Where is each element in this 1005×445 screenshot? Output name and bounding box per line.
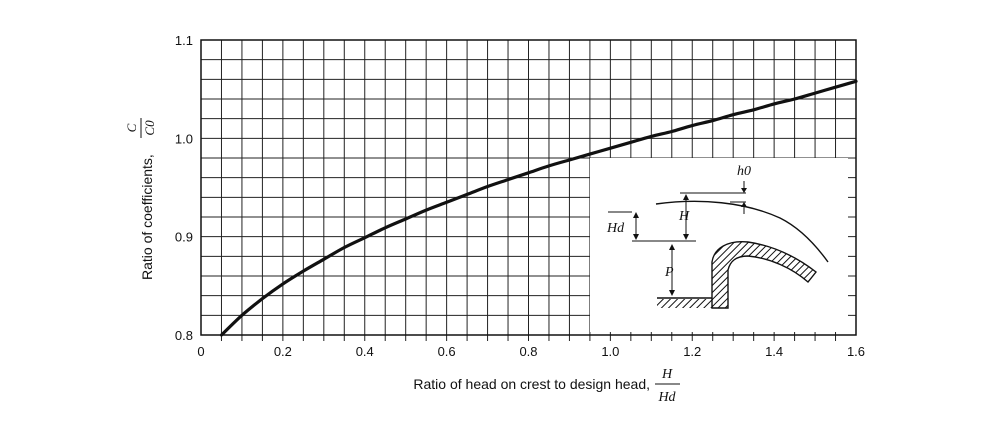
x-tick-label: 0 (197, 344, 204, 359)
h0-arrowhead-bottom (741, 202, 747, 207)
x-tick-label: 1.0 (601, 344, 619, 359)
x-tick-labels: 0 0.2 0.4 0.6 0.8 1.0 1.2 1.4 1.6 (197, 344, 865, 359)
inset-label-H: H (678, 209, 690, 224)
h0-arrowhead-top (741, 188, 747, 193)
inset-weir-diagram: h0 H Hd P (590, 158, 848, 332)
y-tick-label: 0.8 (175, 328, 193, 343)
x-axis-label: Ratio of head on crest to design head, (413, 376, 650, 392)
water-surface (655, 200, 829, 263)
y-axis-fraction-numerator: C (124, 123, 139, 132)
x-axis-fraction-denominator: Hd (657, 390, 676, 405)
y-tick-label: 1.1 (175, 33, 193, 48)
x-tick-label: 0.6 (438, 344, 456, 359)
plot-frame (200, 39, 857, 336)
x-tick-label: 1.6 (847, 344, 865, 359)
y-tick-label: 0.9 (175, 230, 193, 245)
y-tick-label: 1.0 (175, 131, 193, 146)
weir-body (711, 241, 817, 309)
x-tick-label: 0.2 (274, 344, 292, 359)
x-tick-label: 1.4 (765, 344, 783, 359)
x-axis-fraction-numerator: H (661, 367, 673, 382)
x-tick-label: 0.8 (519, 344, 537, 359)
y-axis-label-group: Ratio of coefficients, C C0 (124, 118, 157, 280)
series-line (219, 79, 858, 337)
inset-label-h0: h0 (737, 164, 751, 179)
floor-hatching (657, 299, 713, 308)
inset-label-P: P (664, 265, 674, 280)
x-tick-label: 1.2 (683, 344, 701, 359)
inset-label-Hd: Hd (606, 221, 625, 236)
x-tick-label: 0.4 (356, 344, 374, 359)
y-tick-labels: 0.8 0.9 1.0 1.1 (175, 33, 193, 343)
p-arrowheads (669, 244, 675, 296)
y-axis-fraction-denominator: C0 (142, 120, 157, 136)
y-axis-label: Ratio of coefficients, (139, 154, 155, 280)
hd-arrowheads (633, 212, 639, 240)
